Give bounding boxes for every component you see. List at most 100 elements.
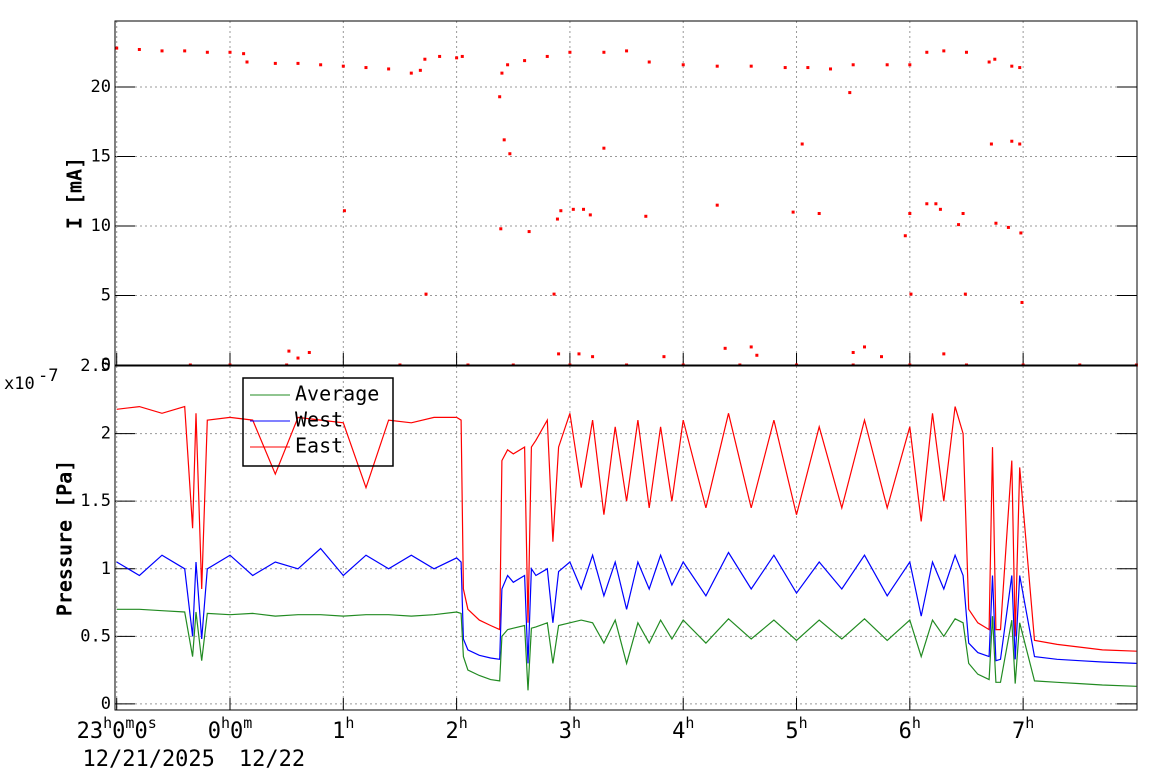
point [527,230,531,234]
point [409,71,413,75]
point [625,49,629,53]
legend-box [242,377,394,467]
point [342,209,346,213]
point [909,292,913,296]
point [160,49,164,53]
point [555,217,559,221]
point [942,49,946,53]
y-tick-label: 0 [101,355,111,375]
point [499,227,503,231]
point [498,95,502,99]
point [228,50,232,54]
y-tick-label: 10 [91,216,111,236]
point [723,346,727,350]
point [800,142,804,146]
x-tick-label: 2h [445,714,467,745]
point [749,64,753,68]
y-axis-label: Pressure [Pa] [53,460,77,617]
point [934,202,938,206]
x-tick-label: 5h [785,714,807,745]
point [662,355,666,359]
x-tick-label: 0h0m [208,714,253,745]
point [242,52,246,56]
point [341,64,345,68]
point [908,63,912,67]
point [508,152,512,156]
point [559,209,563,213]
point [851,350,855,354]
series-line [116,608,1137,691]
x-tick-label: 3h [559,714,581,745]
point [961,212,965,216]
point [364,66,368,70]
point [963,292,967,296]
point [806,66,810,70]
point [715,64,719,68]
point [993,57,997,61]
point [863,345,867,349]
x-tick-label: 6h [899,714,921,745]
point [502,138,506,142]
point [783,66,787,70]
point [205,50,209,54]
x-tick-label: 23h0m0s [77,714,157,745]
point [1019,231,1023,235]
x-tick-label: 7h [1012,714,1034,745]
point [423,57,427,61]
point [552,292,556,296]
point [829,67,833,71]
point [942,352,946,356]
point [987,60,991,64]
point [307,350,311,354]
point [319,63,323,67]
y-exponent-base: x10 [4,374,35,394]
point [387,67,391,71]
y-tick-label: 1.5 [80,491,111,511]
legend-label: East [295,434,343,458]
y-exponent-power: -7 [38,366,58,386]
point [925,202,929,206]
y-tick-label: 5 [101,286,111,306]
y-tick-label: 2.5 [80,356,111,376]
y-tick-label: 2 [101,424,111,444]
point [582,207,586,211]
point [1020,300,1024,304]
point [273,61,277,65]
point [880,355,883,359]
point [1010,64,1014,68]
series-line [116,405,1137,652]
point [681,63,685,67]
point [602,50,606,54]
y-tick-label: 1 [101,559,111,579]
point [571,207,575,211]
point [848,91,852,95]
point [137,47,141,51]
point [903,234,907,238]
point [500,71,504,75]
point [925,50,929,54]
point [424,292,428,296]
point [964,50,968,54]
y-tick-label: 0.5 [80,626,111,646]
point [647,60,651,64]
point [115,46,119,50]
y-tick-label: 15 [91,147,111,167]
point [957,223,961,227]
point [418,68,422,72]
y-axis-label: I [mA] [63,157,87,229]
series-line [116,547,1137,664]
point [851,63,855,67]
x-date-label: 12/22 [239,747,305,772]
point [749,345,753,349]
y-tick-label: 20 [91,77,111,97]
x-tick-label: 4h [672,714,694,745]
x-tick-label: 1h [332,714,354,745]
point [1006,225,1010,229]
point [460,54,464,58]
point [577,352,581,356]
point [296,61,300,65]
point [296,356,300,360]
